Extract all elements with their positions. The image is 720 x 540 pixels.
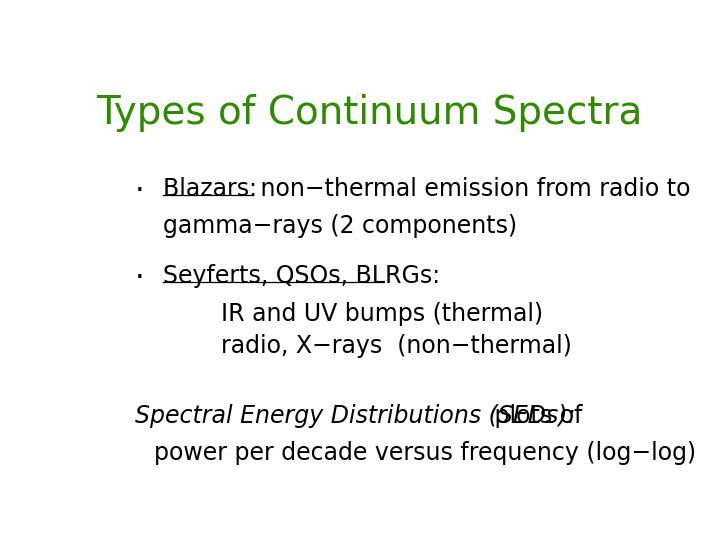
Text: Types of Continuum Spectra: Types of Continuum Spectra [96,94,642,132]
Text: Seyferts, QSOs, BLRGs:: Seyferts, QSOs, BLRGs: [163,265,440,288]
Text: IR and UV bumps (thermal): IR and UV bumps (thermal) [221,302,544,326]
Text: non−thermal emission from radio to: non−thermal emission from radio to [253,177,690,201]
Text: Spectral Energy Distributions (SEDs):: Spectral Energy Distributions (SEDs): [135,404,575,428]
Text: power per decade versus frequency (log−log): power per decade versus frequency (log−l… [154,441,696,465]
Text: gamma−rays (2 components): gamma−rays (2 components) [163,214,517,239]
Text: plots of: plots of [487,404,582,428]
Text: Blazars:: Blazars: [163,177,264,201]
Text: ·: · [135,265,144,293]
Text: radio, X−rays  (non−thermal): radio, X−rays (non−thermal) [221,334,572,358]
Text: ·: · [135,177,144,206]
